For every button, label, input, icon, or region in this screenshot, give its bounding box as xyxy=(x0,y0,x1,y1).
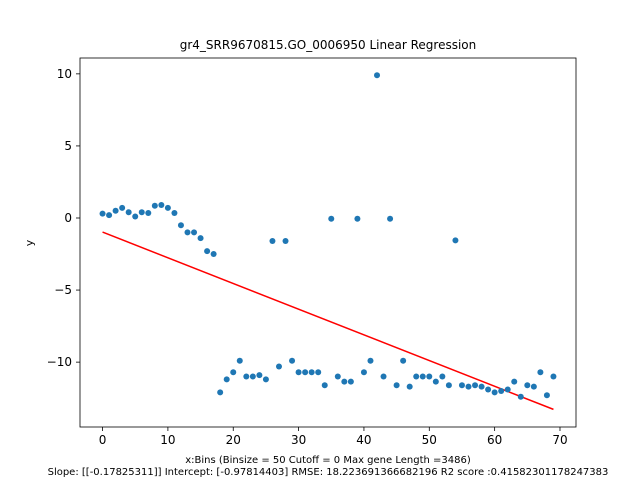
data-point xyxy=(145,209,152,216)
x-tick-label: 10 xyxy=(160,433,175,447)
plot-frame xyxy=(79,57,577,428)
data-point xyxy=(164,204,171,211)
data-point xyxy=(537,369,544,376)
data-point xyxy=(472,382,479,389)
data-point xyxy=(230,369,237,376)
data-point xyxy=(341,378,348,385)
data-point xyxy=(445,382,452,389)
x-tick-label: 20 xyxy=(226,433,241,447)
data-point xyxy=(223,376,230,383)
y-tick-label: −10 xyxy=(47,355,72,369)
y-tick-label: 0 xyxy=(64,211,72,225)
x-tick-label: 60 xyxy=(487,433,502,447)
data-point xyxy=(236,357,243,364)
data-point xyxy=(99,210,106,217)
data-point xyxy=(249,373,256,380)
y-axis: −10 −5 0 5 10 xyxy=(47,67,80,369)
data-point xyxy=(367,357,374,364)
data-point xyxy=(262,376,269,383)
regression-line xyxy=(102,231,554,411)
data-point xyxy=(517,393,524,400)
data-point xyxy=(315,369,322,376)
data-point xyxy=(347,378,354,385)
chart-title: gr4_SRR9670815.GO_0006950 Linear Regress… xyxy=(180,38,476,52)
data-point xyxy=(432,378,439,385)
data-point xyxy=(439,373,446,380)
data-point xyxy=(217,389,224,396)
data-point xyxy=(308,369,315,376)
plot-area xyxy=(80,58,576,427)
data-point xyxy=(275,363,282,370)
x-tick-label: 0 xyxy=(99,433,107,447)
data-point xyxy=(452,237,459,244)
data-point xyxy=(132,213,139,220)
data-point xyxy=(485,386,492,393)
points-layer xyxy=(99,72,557,400)
y-tick-label: 10 xyxy=(57,67,72,81)
data-point xyxy=(360,369,367,376)
y-axis-label: y xyxy=(23,239,36,246)
data-point xyxy=(125,209,132,216)
data-point xyxy=(426,373,433,380)
x-tick-label: 70 xyxy=(552,433,567,447)
x-tick-label: 30 xyxy=(291,433,306,447)
x-tick-label: 50 xyxy=(422,433,437,447)
x-tick-label: 40 xyxy=(356,433,371,447)
data-point xyxy=(550,373,557,380)
data-point xyxy=(498,387,505,394)
data-point xyxy=(177,222,184,229)
data-point xyxy=(504,386,511,393)
data-point xyxy=(406,383,413,390)
data-point xyxy=(413,373,420,380)
y-tick-label: 5 xyxy=(64,139,72,153)
data-point xyxy=(295,369,302,376)
data-point xyxy=(119,204,126,211)
data-point xyxy=(191,229,198,236)
x-axis-label: x:Bins (Binsize = 50 Cutoff = 0 Max gene… xyxy=(185,455,471,466)
data-point xyxy=(210,251,217,258)
data-point xyxy=(524,382,531,389)
data-point xyxy=(491,389,498,396)
data-point xyxy=(530,383,537,390)
data-point xyxy=(151,202,158,209)
data-point xyxy=(112,207,119,214)
data-point xyxy=(321,382,328,389)
data-point xyxy=(302,369,309,376)
data-point xyxy=(289,357,296,364)
data-point xyxy=(400,357,407,364)
data-point xyxy=(184,229,191,236)
data-point xyxy=(269,238,276,245)
data-point xyxy=(171,209,178,216)
data-point xyxy=(354,215,361,222)
fit-line-layer xyxy=(102,231,554,411)
y-tick-label: −5 xyxy=(54,283,72,297)
data-point xyxy=(387,215,394,222)
data-point xyxy=(465,383,472,390)
x-axis-label-line2: Slope: [[-0.17825311]] Intercept: [-0.97… xyxy=(48,467,609,478)
data-point xyxy=(328,215,335,222)
data-point xyxy=(458,382,465,389)
data-point xyxy=(138,209,145,216)
x-axis: 0 10 20 30 40 50 60 70 xyxy=(99,427,568,447)
data-point xyxy=(478,383,485,390)
data-point xyxy=(197,235,204,242)
data-point xyxy=(393,382,400,389)
data-point xyxy=(256,372,263,379)
data-point xyxy=(204,248,211,255)
data-point xyxy=(543,392,550,399)
data-point xyxy=(374,72,381,79)
data-point xyxy=(511,378,518,385)
data-point xyxy=(106,212,113,219)
data-point xyxy=(158,202,165,209)
data-point xyxy=(243,373,250,380)
data-point xyxy=(334,373,341,380)
data-point xyxy=(419,373,426,380)
data-point xyxy=(380,373,387,380)
data-point xyxy=(282,238,289,245)
